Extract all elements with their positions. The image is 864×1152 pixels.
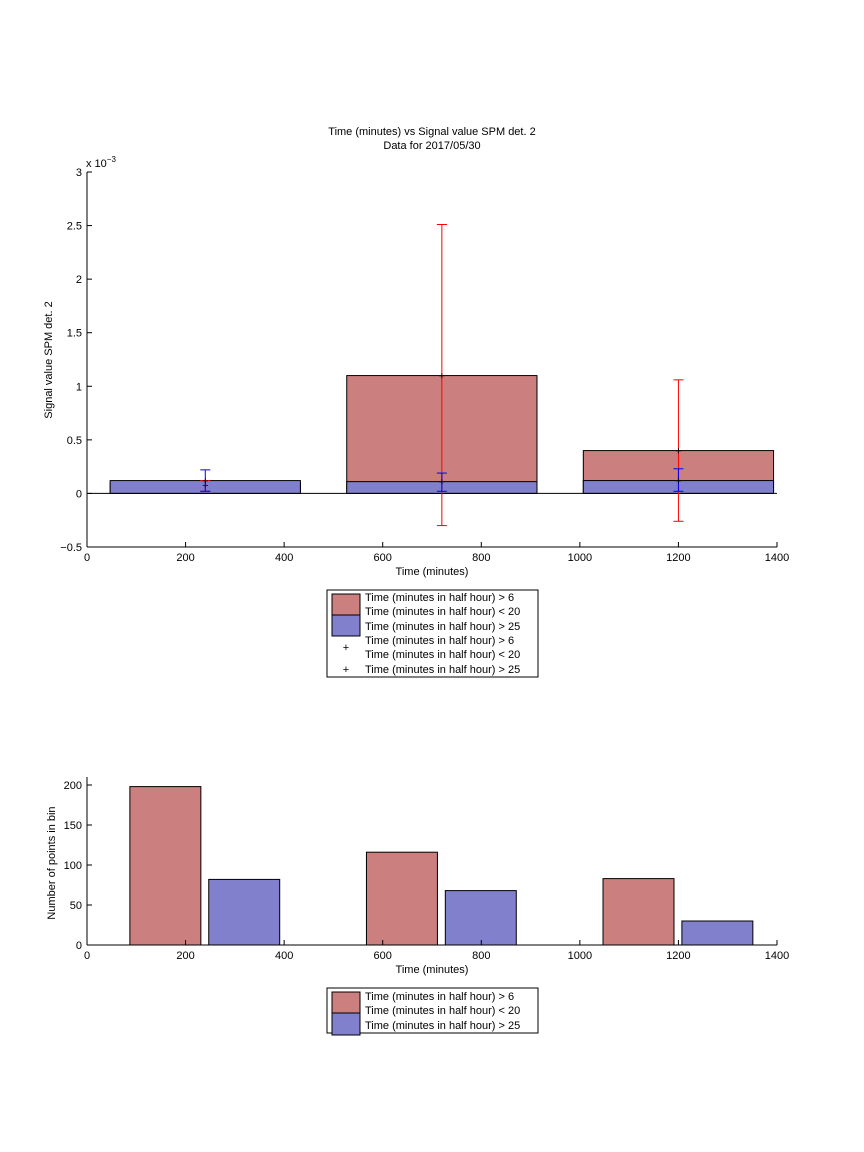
bottom-legend-swatch-red: [331, 991, 361, 1015]
top-legend-entry-3: Time (minutes in half hour) > 25: [365, 621, 520, 633]
top-ytick-label: 0.5: [67, 435, 82, 447]
top-ytick-label: 1.5: [67, 328, 82, 340]
top-xtick-label: 1000: [568, 552, 592, 564]
bottom-bar-s2-1: [208, 878, 281, 946]
top-ytick-label: 2: [76, 274, 82, 286]
top-legend-marker-blue: +: [343, 664, 349, 676]
bottom-ytick-label: 150: [64, 820, 82, 832]
top-plot-area: ++++++0200400600800100012001400−0.500.51…: [60, 167, 789, 564]
top-xtick-label: 600: [374, 552, 392, 564]
top-xtick-label: 1200: [666, 552, 690, 564]
top-chart-subtitle: Data for 2017/05/30: [383, 140, 480, 152]
bottom-ytick-label: 0: [76, 940, 82, 952]
bottom-legend-entry-2: Time (minutes in half hour) < 20: [365, 1005, 520, 1017]
bottom-bar-s2-3: [681, 920, 754, 946]
bottom-chart-xlabel: Time (minutes): [396, 964, 469, 976]
bottom-legend-entry-1: Time (minutes in half hour) > 6: [365, 991, 514, 1003]
top-chart-ylabel: Signal value SPM det. 2: [43, 301, 55, 418]
bottom-bar-s1-3: [602, 878, 675, 946]
bottom-xtick-label: 1200: [666, 950, 690, 962]
top-xtick-label: 0: [84, 552, 90, 564]
top-ytick-label: 1: [76, 381, 82, 393]
top-xtick-label: 200: [176, 552, 194, 564]
top-point-s1-2: +: [439, 371, 445, 383]
top-legend-box: [326, 589, 539, 678]
bottom-ytick-label: 50: [70, 900, 82, 912]
top-chart-exponent-power: −3: [107, 155, 117, 164]
bottom-bar-s1-1: [129, 786, 202, 946]
bottom-ytick-label: 200: [64, 780, 82, 792]
bottom-xtick-label: 200: [176, 950, 194, 962]
bottom-legend-box: [326, 987, 539, 1034]
top-legend-marker-red: +: [343, 642, 349, 654]
bottom-chart-ylabel: Number of points in bin: [46, 806, 58, 919]
top-legend-entry-2: Time (minutes in half hour) < 20: [365, 606, 520, 618]
bottom-xtick-label: 800: [472, 950, 490, 962]
top-xtick-label: 400: [275, 552, 293, 564]
bottom-xtick-label: 1000: [568, 950, 592, 962]
bottom-chart: 0 200 400 600 800 1000 1200 1400 0 50 100 150 200 Ti…: [46, 777, 789, 976]
top-point-s2-3: +: [675, 476, 681, 488]
bottom-xtick-label: 0: [84, 950, 90, 962]
bottom-xtick-label: 600: [374, 950, 392, 962]
bottom-bar-s1-2: [365, 851, 438, 946]
top-legend-entry-6: Time (minutes in half hour) > 25: [365, 664, 520, 676]
top-ytick-label: 3: [76, 167, 82, 179]
top-legend-swatch-red: [331, 593, 361, 617]
top-legend-entry-1: Time (minutes in half hour) > 6: [365, 592, 514, 604]
top-legend: + + Time (minutes in half hour) > 6 Time…: [326, 589, 539, 678]
bottom-xtick-label: 400: [275, 950, 293, 962]
top-xtick-label: 800: [472, 552, 490, 564]
top-point-s2-1: +: [202, 476, 208, 488]
top-chart-xlabel: Time (minutes): [396, 566, 469, 578]
top-chart-exponent-base: x 10: [86, 158, 107, 170]
bottom-legend-swatch-blue: [331, 1012, 361, 1036]
top-ytick-label: −0.5: [60, 542, 82, 554]
bottom-ytick-label: 100: [64, 860, 82, 872]
top-point-s2-2: +: [439, 477, 445, 489]
bottom-legend-entry-3: Time (minutes in half hour) > 25: [365, 1020, 520, 1032]
bottom-bar-s2-2: [444, 890, 517, 946]
bottom-xtick-label: 1400: [765, 950, 789, 962]
top-chart-exponent: x 10−3: [86, 155, 116, 170]
bottom-legend: Time (minutes in half hour) > 6 Time (mi…: [326, 987, 539, 1036]
top-legend-swatch-blue: [331, 614, 361, 637]
top-chart-title: Time (minutes) vs Signal value SPM det. …: [328, 126, 535, 138]
top-point-s1-3: +: [675, 446, 681, 458]
bottom-plot-area: 0 200 400 600 800 1000 1200 1400 0 50 100 150 200: [64, 777, 789, 962]
top-legend-entry-5: Time (minutes in half hour) < 20: [365, 649, 520, 661]
top-ytick-label: 2.5: [67, 221, 82, 233]
top-ytick-label: 0: [76, 488, 82, 500]
top-legend-entry-4: Time (minutes in half hour) > 6: [365, 635, 514, 647]
top-xtick-label: 1400: [765, 552, 789, 564]
top-chart: Time (minutes) vs Signal value SPM det. …: [43, 126, 789, 578]
